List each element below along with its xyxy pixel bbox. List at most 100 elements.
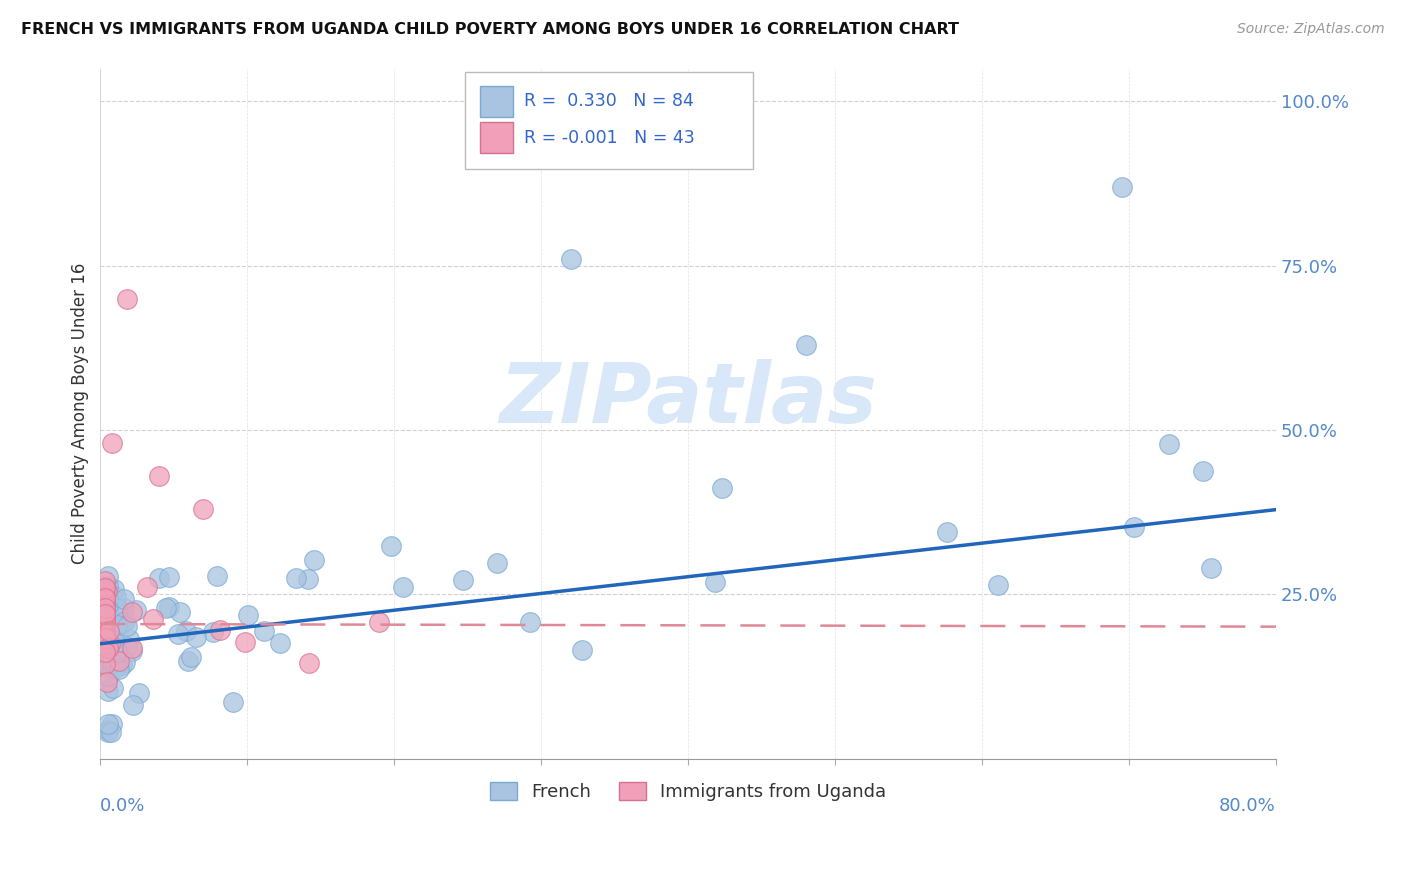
Point — [112, 601, 135, 615]
Point — [108, 662, 131, 676]
Point — [94, 615, 117, 629]
Point — [201, 624, 224, 639]
Point — [105, 590, 128, 604]
Point — [96, 675, 118, 690]
Point — [177, 654, 200, 668]
Point — [167, 627, 190, 641]
Point — [101, 681, 124, 696]
Point — [97, 643, 120, 657]
Point — [1192, 464, 1215, 478]
Point — [115, 640, 138, 654]
Point — [101, 655, 124, 669]
Point — [794, 337, 817, 351]
Point — [1201, 560, 1223, 574]
Point — [101, 716, 124, 731]
Point — [935, 524, 957, 539]
Point — [169, 605, 191, 619]
Point — [97, 568, 120, 582]
Point — [135, 580, 157, 594]
Point — [451, 573, 474, 587]
Point — [103, 582, 125, 597]
Point — [380, 540, 402, 554]
Point — [207, 569, 229, 583]
Point — [233, 635, 256, 649]
Point — [94, 587, 117, 601]
Point — [174, 624, 197, 639]
Y-axis label: Child Poverty Among Boys Under 16: Child Poverty Among Boys Under 16 — [72, 263, 89, 565]
Point — [114, 614, 136, 628]
Point — [238, 607, 260, 622]
Point — [155, 601, 177, 615]
Point — [97, 725, 120, 739]
Point — [94, 614, 117, 628]
Point — [96, 631, 118, 645]
Point — [97, 599, 120, 613]
Text: 0.0%: 0.0% — [100, 797, 146, 814]
Point — [118, 632, 141, 647]
Point — [94, 607, 117, 622]
Point — [94, 615, 117, 629]
Point — [97, 670, 120, 684]
Point — [128, 686, 150, 700]
Point — [111, 615, 134, 630]
Point — [122, 698, 145, 712]
Point — [94, 657, 117, 672]
Point — [103, 632, 125, 647]
Point — [368, 615, 391, 629]
Point — [710, 481, 733, 495]
Point — [157, 599, 180, 614]
Point — [96, 584, 118, 599]
Point — [98, 624, 121, 638]
Point — [94, 591, 117, 605]
Point — [571, 643, 593, 657]
Point — [97, 640, 120, 655]
Point — [97, 632, 120, 646]
Point — [103, 661, 125, 675]
Point — [142, 612, 165, 626]
Point — [94, 627, 117, 641]
Point — [97, 592, 120, 607]
FancyBboxPatch shape — [479, 122, 513, 153]
Point — [107, 645, 129, 659]
Point — [125, 603, 148, 617]
Point — [97, 669, 120, 683]
Point — [97, 723, 120, 738]
Point — [101, 634, 124, 648]
Point — [98, 637, 121, 651]
Text: Source: ZipAtlas.com: Source: ZipAtlas.com — [1237, 22, 1385, 37]
Point — [94, 615, 117, 630]
Point — [94, 599, 117, 613]
Point — [148, 571, 170, 585]
Point — [97, 579, 120, 593]
Point — [111, 658, 134, 673]
Point — [703, 574, 725, 589]
Point — [100, 659, 122, 673]
Point — [121, 641, 143, 656]
Point — [94, 580, 117, 594]
Point — [486, 557, 509, 571]
Point — [96, 632, 118, 646]
Point — [94, 625, 117, 640]
Point — [222, 695, 245, 709]
Point — [94, 593, 117, 607]
Point — [97, 717, 120, 731]
Point — [97, 644, 120, 658]
Point — [94, 645, 117, 659]
Point — [186, 630, 208, 644]
Point — [94, 611, 117, 625]
Point — [97, 683, 120, 698]
Point — [94, 574, 117, 588]
Text: R =  0.330   N = 84: R = 0.330 N = 84 — [523, 92, 693, 110]
Point — [101, 436, 124, 450]
Point — [392, 581, 415, 595]
Point — [115, 619, 138, 633]
Point — [94, 591, 117, 606]
Point — [157, 569, 180, 583]
Point — [298, 656, 321, 670]
Point — [297, 572, 319, 586]
Point — [1159, 437, 1181, 451]
Point — [208, 624, 231, 638]
FancyBboxPatch shape — [465, 72, 752, 169]
Point — [112, 592, 135, 607]
Point — [253, 624, 276, 639]
